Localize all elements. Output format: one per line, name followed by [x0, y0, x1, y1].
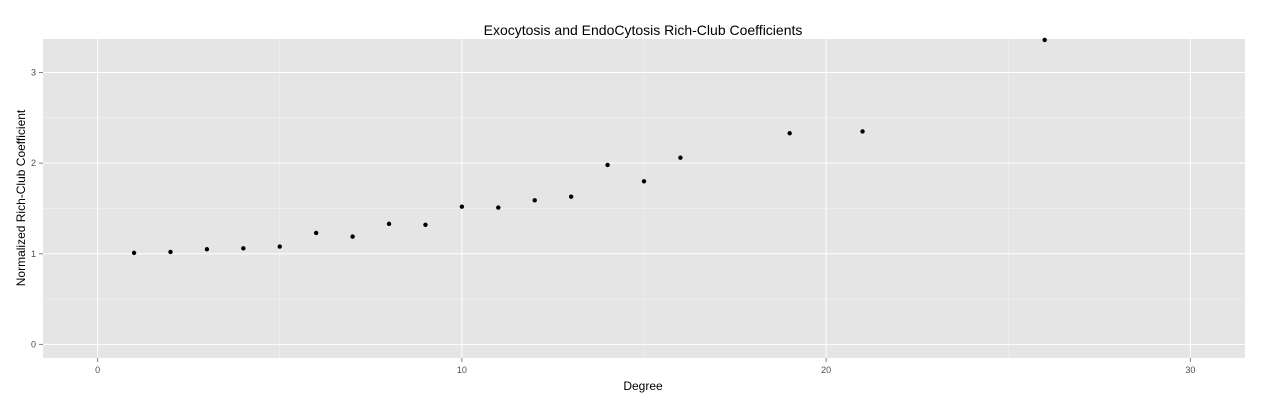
x-tick-label: 30	[1185, 365, 1195, 375]
major-gridlines	[43, 39, 1245, 358]
data-point	[241, 246, 246, 251]
data-point	[532, 198, 537, 203]
data-point	[386, 221, 392, 227]
x-tick-label: 20	[821, 365, 831, 375]
data-point	[313, 230, 319, 236]
y-tick-label: 1	[31, 249, 36, 259]
x-tick-label: 10	[457, 365, 467, 375]
y-axis-title: Normalized Rich-Club Coefficient	[14, 109, 28, 286]
data-point	[168, 249, 173, 255]
data-point	[131, 250, 137, 256]
data-point	[459, 204, 465, 209]
data-point	[605, 162, 610, 168]
y-tick-label: 0	[31, 339, 36, 349]
data-point	[204, 247, 210, 252]
data-point	[641, 179, 647, 184]
data-point	[787, 131, 792, 136]
data-point	[678, 155, 683, 160]
data-point	[423, 222, 428, 227]
data-point	[1042, 37, 1047, 43]
y-tick-label: 2	[31, 158, 36, 168]
tick-labels: 0 10 20 30 0 1 2 3	[31, 68, 1195, 375]
x-tick-label: 0	[95, 365, 100, 375]
axis-ticks	[39, 72, 1191, 362]
data-points	[131, 37, 1047, 256]
data-point	[277, 244, 282, 249]
chart-title: Exocytosis and EndoCytosis Rich-Club Coe…	[484, 22, 803, 38]
data-point	[350, 234, 355, 239]
data-point	[568, 194, 574, 199]
minor-gridlines	[43, 39, 1245, 358]
data-point	[860, 129, 865, 134]
x-axis-title: Degree	[623, 379, 663, 393]
y-tick-label: 3	[31, 68, 36, 78]
data-point	[496, 205, 501, 210]
